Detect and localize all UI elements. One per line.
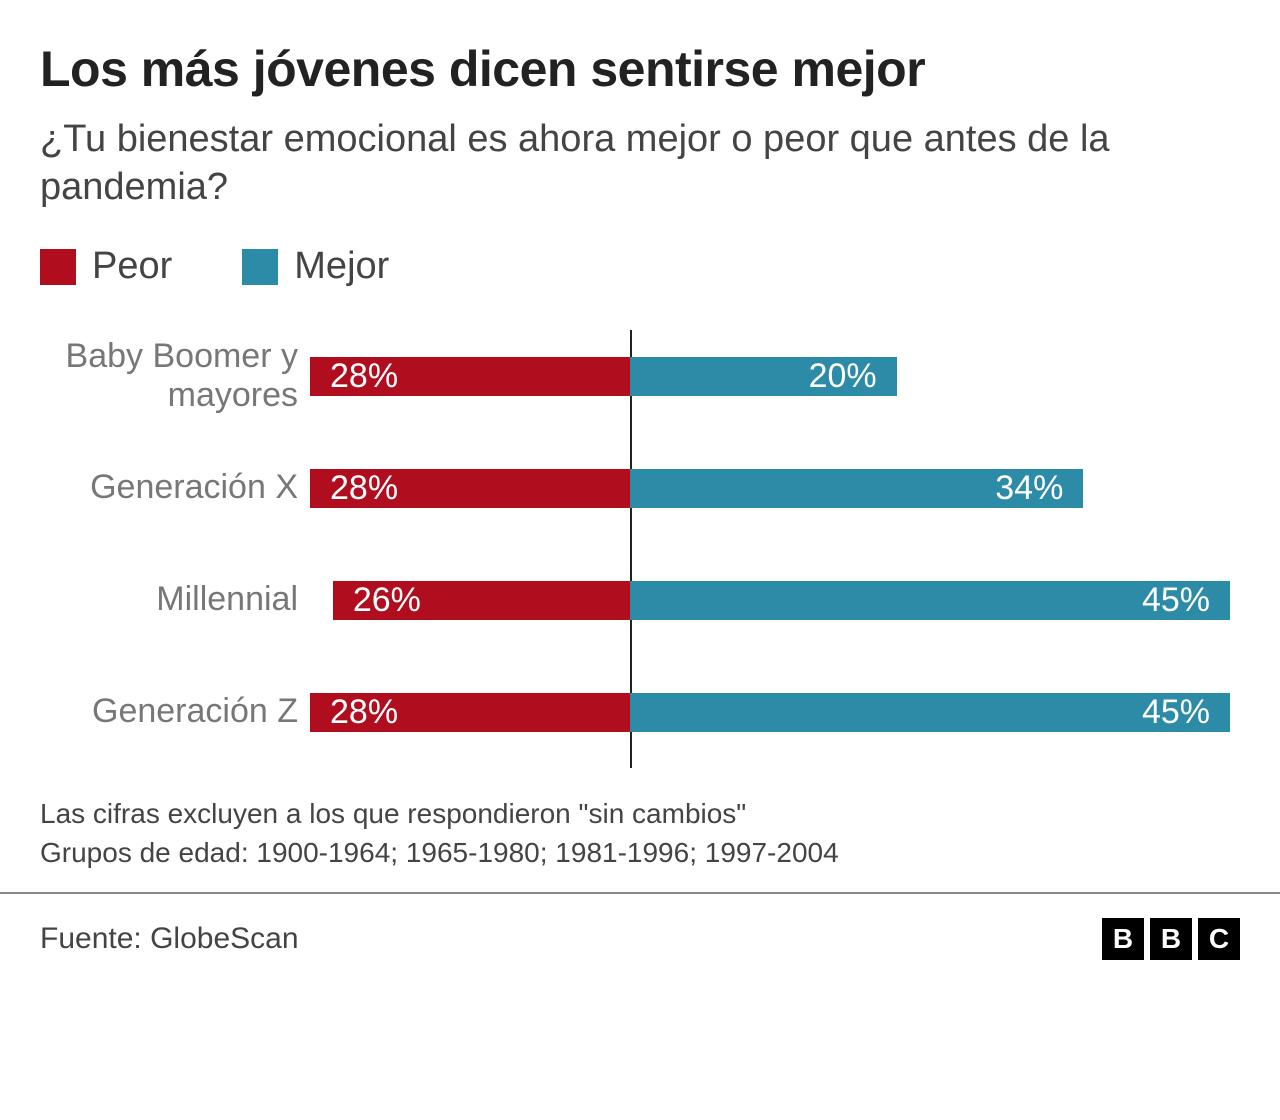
chart-row: Generación Z28%45% bbox=[40, 666, 1240, 758]
legend-label-mejor: Mejor bbox=[294, 245, 389, 288]
bar-mejor: 34% bbox=[630, 469, 1083, 508]
legend-swatch-mejor bbox=[242, 249, 278, 285]
bar-mejor: 45% bbox=[630, 693, 1230, 732]
diverging-bar-chart: Baby Boomer y mayores28%20%Generación X2… bbox=[40, 330, 1240, 768]
bbc-logo-box: B bbox=[1102, 918, 1144, 960]
chart-subtitle: ¿Tu bienestar emocional es ahora mejor o… bbox=[40, 116, 1240, 211]
bbc-logo: B B C bbox=[1102, 918, 1240, 960]
bar-pair: 28%20% bbox=[310, 357, 1240, 396]
chart-row: Baby Boomer y mayores28%20% bbox=[40, 330, 1240, 422]
bbc-logo-box: B bbox=[1150, 918, 1192, 960]
chart-footer: Fuente: GlobeScan B B C bbox=[0, 892, 1280, 990]
bar-mejor: 20% bbox=[630, 357, 897, 396]
bar-peor: 28% bbox=[310, 693, 630, 732]
chart-title: Los más jóvenes dicen sentirse mejor bbox=[40, 40, 1240, 98]
bar-pair: 26%45% bbox=[310, 581, 1240, 620]
bar-peor: 26% bbox=[333, 581, 630, 620]
bar-peor: 28% bbox=[310, 469, 630, 508]
chart-row: Generación X28%34% bbox=[40, 442, 1240, 534]
legend: Peor Mejor bbox=[40, 245, 1240, 288]
category-label: Baby Boomer y mayores bbox=[40, 337, 310, 415]
note-line-1: Las cifras excluyen a los que respondier… bbox=[40, 794, 1240, 833]
category-label: Generación X bbox=[40, 468, 310, 507]
chart-notes: Las cifras excluyen a los que respondier… bbox=[40, 794, 1240, 872]
chart-row: Millennial26%45% bbox=[40, 554, 1240, 646]
legend-item-peor: Peor bbox=[40, 245, 172, 288]
legend-label-peor: Peor bbox=[92, 245, 172, 288]
note-line-2: Grupos de edad: 1900-1964; 1965-1980; 19… bbox=[40, 833, 1240, 872]
bar-peor: 28% bbox=[310, 357, 630, 396]
legend-item-mejor: Mejor bbox=[242, 245, 389, 288]
source-text: Fuente: GlobeScan bbox=[40, 922, 299, 956]
category-label: Generación Z bbox=[40, 692, 310, 731]
bar-pair: 28%45% bbox=[310, 693, 1240, 732]
bar-mejor: 45% bbox=[630, 581, 1230, 620]
bbc-logo-box: C bbox=[1198, 918, 1240, 960]
bar-pair: 28%34% bbox=[310, 469, 1240, 508]
category-label: Millennial bbox=[40, 580, 310, 619]
legend-swatch-peor bbox=[40, 249, 76, 285]
